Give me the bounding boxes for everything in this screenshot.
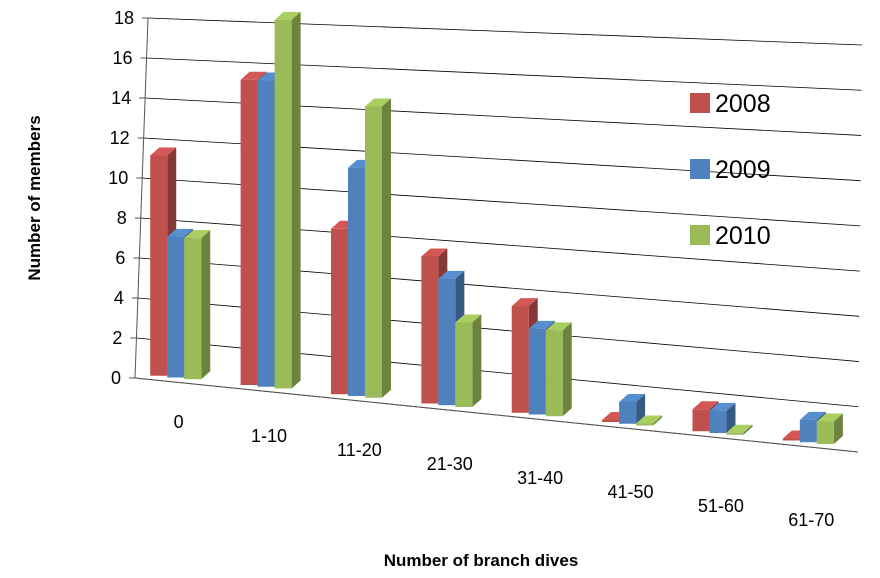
- x-tick-label: 1-10: [251, 426, 287, 446]
- bar-side: [833, 413, 843, 444]
- gridline: [147, 17, 863, 46]
- y-axis-title: Number of members: [25, 115, 44, 280]
- bar: [816, 413, 843, 444]
- y-tick-label: 0: [111, 368, 121, 388]
- bar-top: [438, 270, 465, 279]
- bar-front: [167, 236, 185, 378]
- bar-front: [816, 421, 834, 444]
- bar: [455, 314, 482, 407]
- bar-side: [743, 424, 753, 435]
- bar-front: [150, 155, 168, 376]
- bar-front: [619, 402, 637, 424]
- y-tick-label: 4: [114, 288, 124, 308]
- y-tick-label: 6: [115, 248, 125, 268]
- gridline: [146, 57, 862, 91]
- bar-side: [472, 314, 482, 407]
- bar-front: [511, 306, 529, 413]
- bar-top: [636, 415, 663, 424]
- bar-side: [381, 98, 391, 398]
- tick-labels: 0 2 4 6 8 10 12 14 16 18 0 1-10 11-20 21-30 31-40 41-50…: [108, 8, 834, 530]
- x-axis-title: Number of branch dives: [384, 551, 579, 570]
- x-tick-label: 31-40: [517, 468, 563, 488]
- bar: [636, 415, 663, 426]
- bar-top: [709, 402, 736, 411]
- bar-front: [709, 410, 727, 433]
- bar-top: [364, 98, 391, 107]
- axes: [129, 17, 859, 453]
- bar: [274, 11, 301, 389]
- bar-top: [421, 248, 448, 257]
- bar-front: [782, 438, 800, 441]
- x-tick-label: 61-70: [788, 510, 834, 530]
- legend-label: 2010: [715, 222, 771, 250]
- bar-top: [511, 298, 538, 307]
- bar: [184, 230, 211, 380]
- bar-front: [545, 330, 563, 417]
- bar-top: [240, 71, 267, 80]
- x-tick-label: 41-50: [607, 482, 653, 502]
- bar-side: [291, 11, 301, 389]
- y-tick-label: 8: [117, 208, 127, 228]
- bar-front: [799, 419, 817, 443]
- bar-front: [421, 256, 439, 404]
- bar: [545, 322, 572, 417]
- bar-top: [545, 322, 572, 331]
- bar-side: [562, 322, 572, 417]
- bar-side: [636, 394, 646, 424]
- bar-top: [167, 228, 194, 237]
- x-tick-label: 0: [174, 412, 184, 432]
- bar-top: [150, 147, 177, 156]
- legend: 2008 2009 2010: [690, 90, 771, 250]
- x-tick-label: 21-30: [427, 454, 473, 474]
- bar-front: [330, 228, 348, 395]
- legend-label: 2009: [715, 156, 771, 184]
- bar-front: [257, 80, 275, 387]
- y-tick-label: 10: [108, 168, 128, 188]
- bar-front: [184, 238, 202, 380]
- bar-front: [240, 79, 258, 385]
- x-axis-line: [134, 377, 859, 453]
- legend-swatch: [690, 225, 710, 245]
- y-tick-label: 14: [111, 88, 131, 108]
- bar: [364, 98, 391, 398]
- y-axis-line: [134, 17, 149, 379]
- bar-front: [726, 432, 744, 435]
- legend-swatch: [690, 159, 710, 179]
- legend-label: 2008: [715, 90, 771, 118]
- bars: [150, 11, 843, 444]
- bar-front: [364, 106, 382, 398]
- y-tick-label: 2: [112, 328, 122, 348]
- bar-top: [816, 413, 843, 422]
- x-tick-label: 11-20: [337, 440, 382, 460]
- bar-front: [438, 278, 456, 406]
- bar: [619, 394, 646, 424]
- bar-top: [692, 401, 719, 410]
- bar-side: [201, 230, 211, 380]
- bar-top: [799, 411, 826, 420]
- legend-swatch: [690, 93, 710, 113]
- bar-front: [347, 167, 365, 396]
- bar: [709, 402, 736, 433]
- y-tick-label: 12: [110, 128, 130, 148]
- bar-front: [528, 328, 546, 415]
- bar-side: [653, 415, 663, 426]
- bar-top: [184, 230, 211, 239]
- bar-front: [602, 419, 620, 422]
- bar-front: [274, 19, 292, 389]
- x-tick-label: 51-60: [698, 496, 744, 516]
- bar-top: [726, 424, 753, 433]
- y-tick-label: 18: [114, 8, 134, 28]
- bar-top: [455, 314, 482, 323]
- bar-front: [692, 409, 710, 432]
- bar-front: [636, 423, 654, 426]
- bar-top: [528, 320, 555, 329]
- bar-top: [619, 394, 646, 403]
- bar-side: [726, 402, 736, 433]
- bar-top: [274, 11, 301, 20]
- bar: [726, 424, 753, 435]
- bar-front: [455, 322, 473, 407]
- y-tick-label: 16: [113, 48, 133, 68]
